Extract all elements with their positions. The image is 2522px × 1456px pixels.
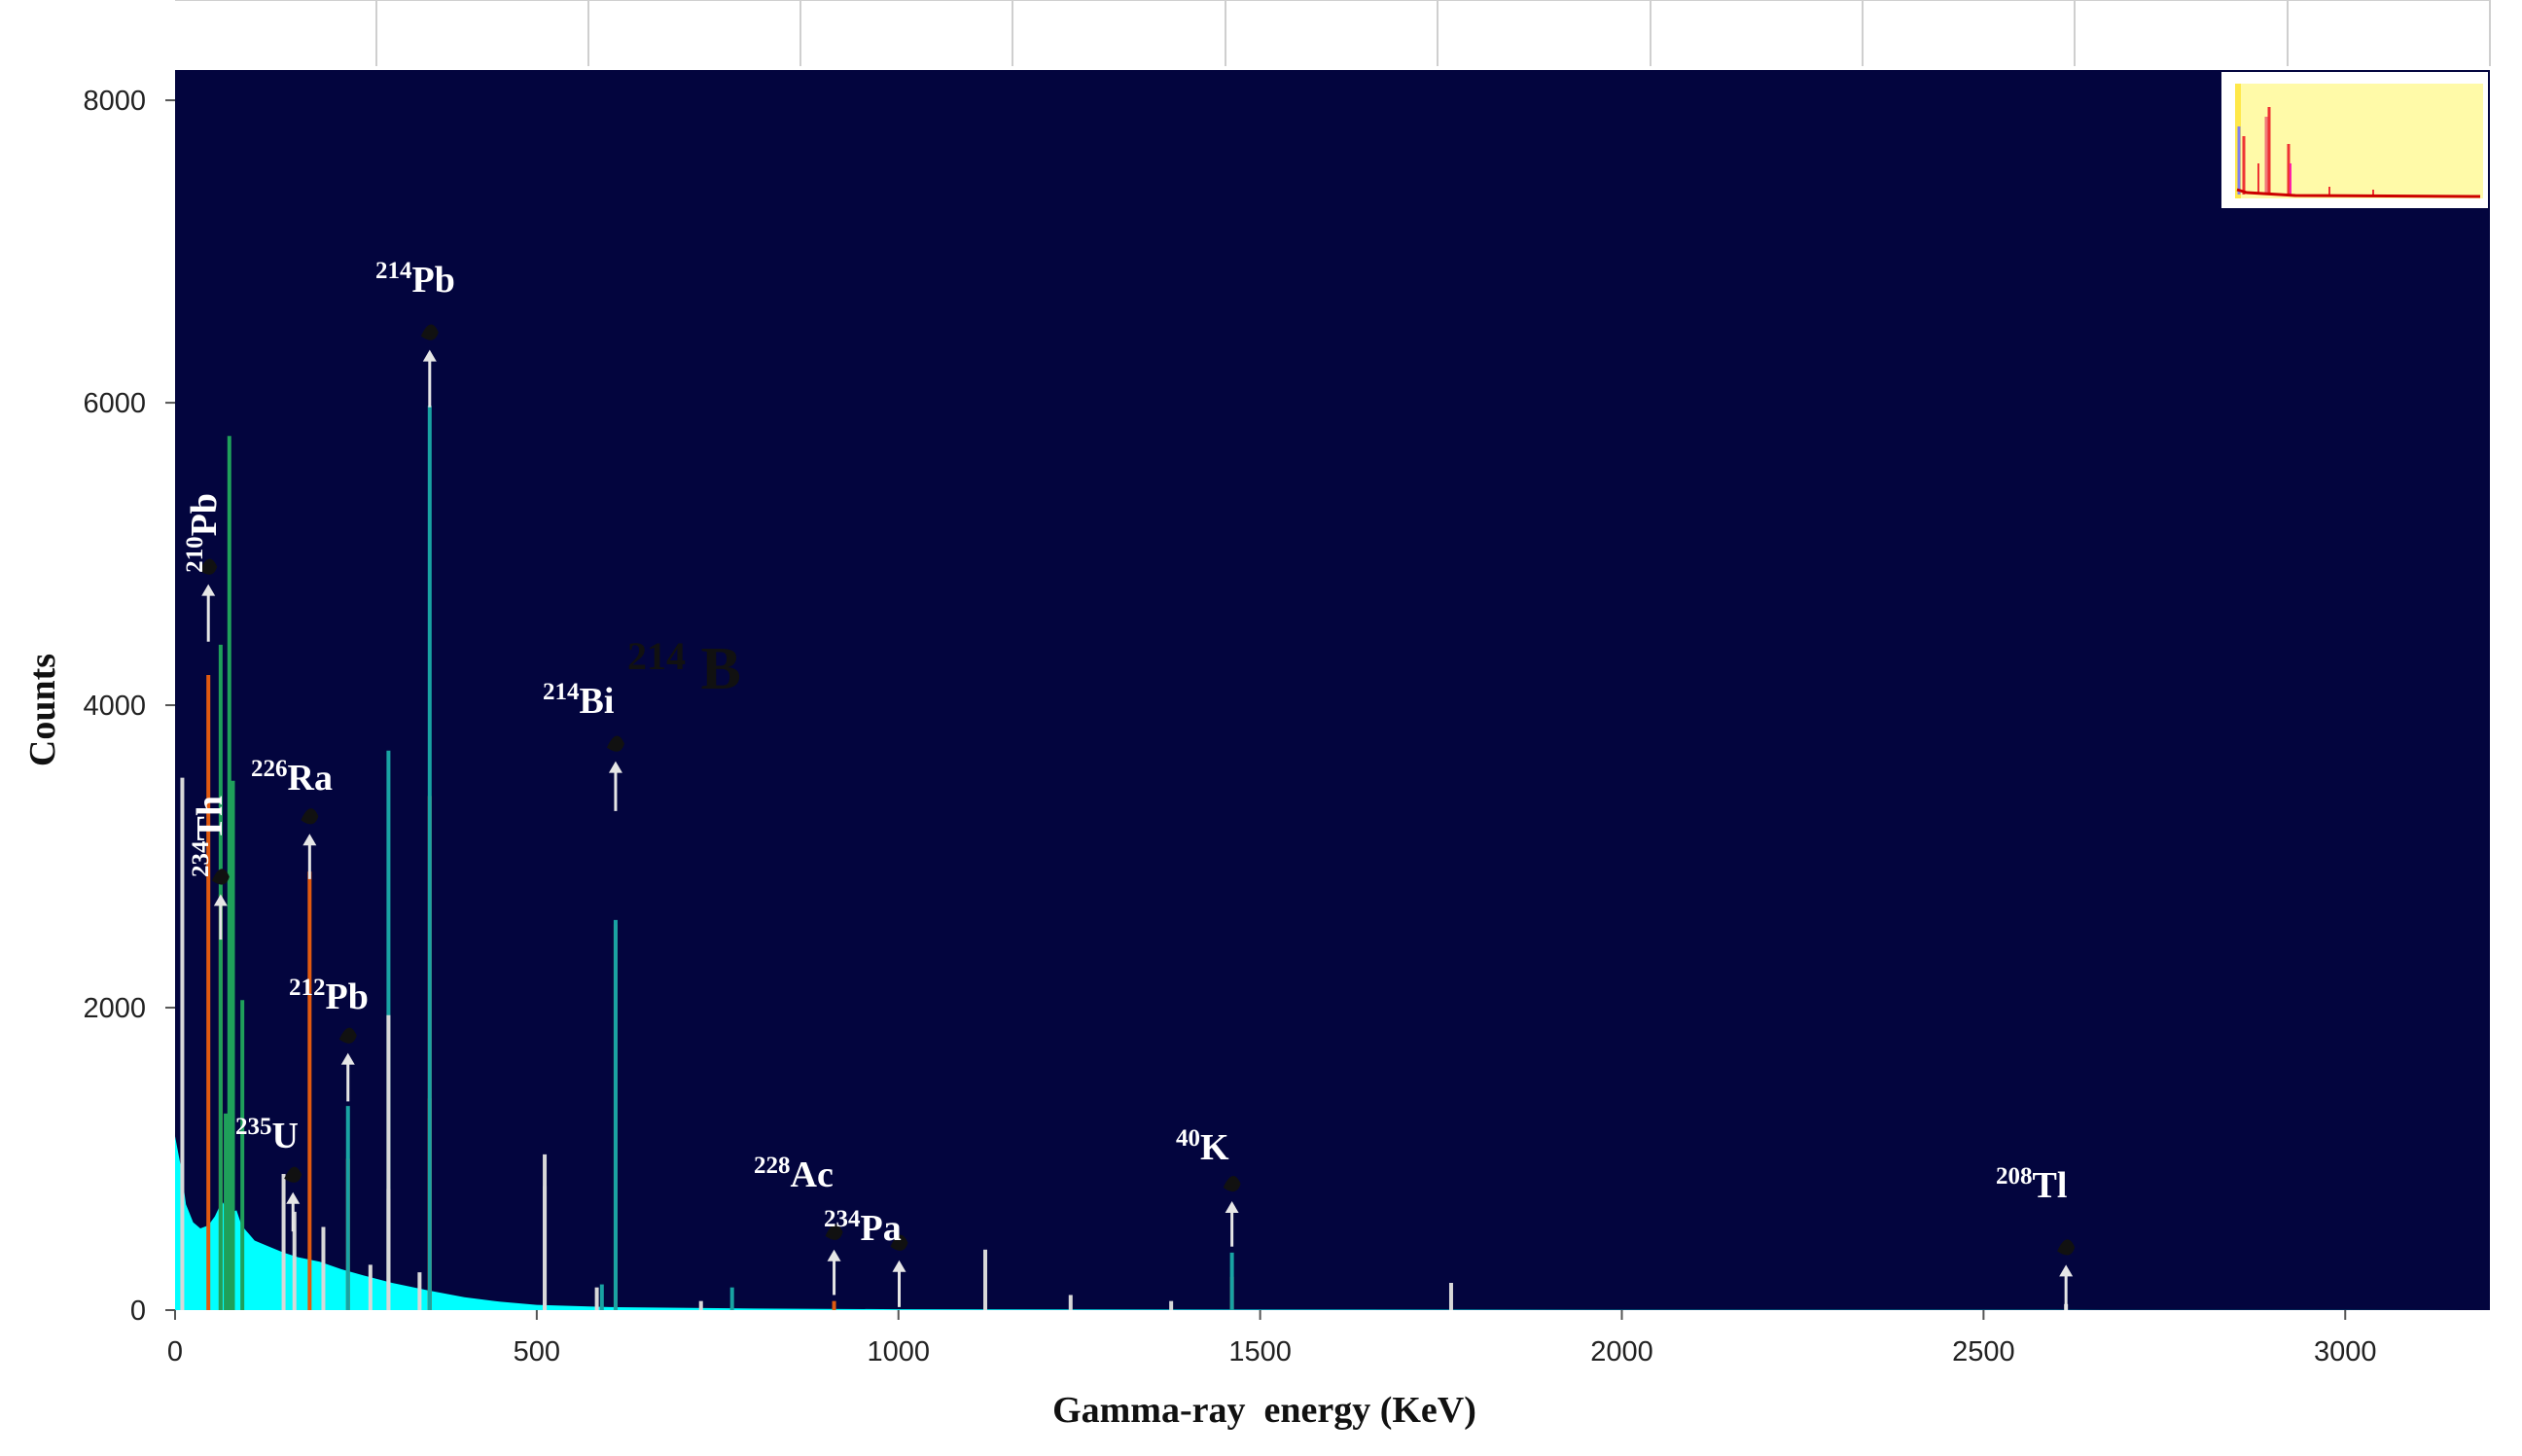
arrow-head (422, 349, 437, 362)
nuclide-mass: 212 (289, 975, 326, 1001)
x-axis-ticks: 0 500 1000 1500 2000 2500 3000 (167, 1310, 2377, 1367)
y-tick-label: 4000 (83, 691, 146, 722)
nuclide-symbol: Pb (326, 977, 369, 1017)
pointer-glyph (211, 869, 230, 885)
pointer-glyph (606, 735, 624, 752)
nuclide-mass: 214 (375, 258, 412, 284)
arrow-head (340, 1052, 355, 1065)
nuclide-mass: 40 (1176, 1125, 1200, 1152)
nuclide-label: 234Pa (824, 1206, 902, 1249)
continuum-area (175, 1136, 2490, 1310)
nuclide-label: 212Pb (289, 975, 369, 1017)
pointer-glyph (825, 1224, 843, 1240)
nuclide-label: 228Ac (754, 1153, 834, 1195)
plot-area (175, 70, 2490, 1310)
overlay-label: 214 B (627, 617, 741, 702)
pointer-glyph (338, 1027, 357, 1044)
nuclide-symbol: Ac (791, 1154, 834, 1195)
nuclide-symbol: Th (190, 796, 231, 840)
arrow-head (201, 584, 216, 596)
arrow-head (302, 834, 317, 846)
x-tick-label: 3000 (2314, 1336, 2377, 1367)
arrow-head (608, 761, 622, 773)
nuclide-symbol: Tl (2033, 1165, 2068, 1206)
nuclide-label: 235U (235, 1114, 299, 1156)
arrow-head (286, 1191, 301, 1204)
nuclide-mass: 234 (188, 840, 214, 877)
pointer-glyph (890, 1234, 908, 1251)
inset-background (2235, 84, 2483, 198)
arrow-head (213, 894, 228, 906)
nuclide-label: 40K (1176, 1125, 1229, 1168)
arrow-head (1225, 1201, 1239, 1214)
nuclide-mass: 210 (182, 536, 208, 573)
x-tick-label: 500 (514, 1336, 560, 1367)
pointer-glyph (1223, 1175, 1241, 1192)
pointer-glyph (2057, 1239, 2076, 1256)
pointer-glyph (301, 808, 319, 825)
y-tick-label: 0 (130, 1296, 146, 1327)
y-tick-label: 8000 (83, 86, 146, 117)
overlay-mass: 214 (627, 634, 686, 678)
nuclide-label: 226Ra (251, 756, 333, 799)
y-tick-label: 6000 (83, 388, 146, 419)
pointer-glyph (420, 324, 439, 340)
peak-markers (199, 324, 2076, 1310)
nuclide-label: 214Bi (543, 679, 614, 722)
nuclide-mass: 226 (251, 756, 288, 782)
nuclide-symbol: Pb (184, 493, 225, 536)
arrow-head (827, 1249, 841, 1261)
nuclide-mass: 208 (1996, 1163, 2033, 1190)
x-tick-label: 2000 (1590, 1336, 1653, 1367)
peak-lines (180, 406, 2069, 1310)
overlay-symbol: B (701, 636, 741, 702)
nuclide-label: 210Pb (182, 493, 225, 573)
x-tick-label: 0 (167, 1336, 183, 1367)
y-tick-label: 2000 (83, 993, 146, 1024)
nuclide-mass: 234 (824, 1206, 861, 1232)
nuclide-mass: 214 (543, 679, 580, 705)
nuclide-symbol: Pa (861, 1208, 902, 1249)
nuclide-symbol: K (1200, 1127, 1229, 1168)
nuclide-label: 208Tl (1996, 1163, 2067, 1206)
peak-labels: 214Pb210Pb214Bi226Ra234Th212Pb235U228Ac2… (182, 258, 2067, 1249)
pointer-glyph (284, 1166, 302, 1183)
pointer-glyph (199, 558, 218, 575)
arrow-head (2059, 1264, 2074, 1277)
arrow-head (892, 1260, 906, 1272)
y-axis-title: Counts (22, 654, 63, 766)
nuclide-symbol: Ra (288, 758, 333, 799)
nuclide-mass: 235 (235, 1114, 272, 1140)
nuclide-label: 214Pb (375, 258, 455, 301)
nuclide-symbol: Bi (580, 681, 615, 722)
nuclide-symbol: U (272, 1116, 299, 1156)
x-tick-label: 1000 (867, 1336, 930, 1367)
y-axis-ticks: 0 2000 4000 6000 8000 (83, 86, 175, 1327)
nuclide-label: 234Th (188, 796, 231, 877)
x-tick-label: 2500 (1952, 1336, 2015, 1367)
nuclide-mass: 228 (754, 1153, 791, 1179)
x-axis-title: Gamma-ray energy (KeV) (1052, 1390, 1476, 1431)
top-border-ticks (175, 0, 2491, 66)
x-tick-label: 1500 (1228, 1336, 1292, 1367)
nuclide-symbol: Pb (412, 260, 455, 301)
inset-thumbnail (2221, 72, 2488, 208)
